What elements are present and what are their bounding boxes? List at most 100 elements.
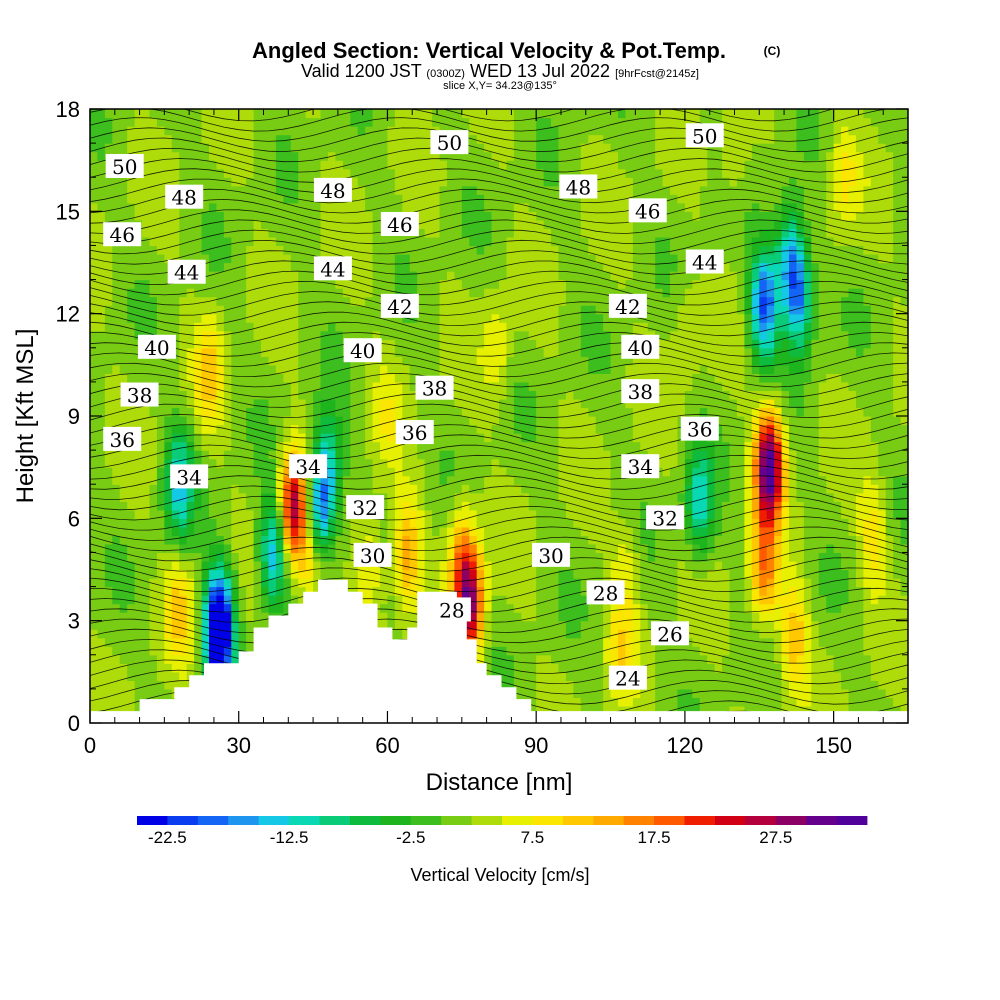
velocity-cell — [826, 381, 835, 392]
velocity-cell — [380, 612, 389, 622]
velocity-cell — [104, 705, 113, 716]
velocity-cell — [580, 416, 589, 426]
velocity-cell — [439, 364, 448, 374]
velocity-cell — [186, 552, 195, 562]
velocity-cell — [543, 697, 552, 707]
velocity-cell — [751, 518, 760, 528]
velocity-cell — [662, 612, 671, 622]
velocity-cell — [261, 398, 270, 409]
velocity-cell — [446, 467, 455, 477]
velocity-cell — [194, 560, 203, 571]
velocity-cell — [134, 356, 143, 366]
velocity-cell — [387, 578, 396, 588]
velocity-cell — [751, 407, 760, 417]
velocity-cell — [179, 356, 188, 366]
velocity-cell — [736, 441, 745, 451]
velocity-cell — [446, 398, 455, 409]
velocity-cell — [268, 330, 277, 340]
velocity-cell — [432, 416, 441, 426]
velocity-cell — [536, 424, 545, 434]
velocity-cell — [684, 612, 693, 622]
velocity-cell — [870, 637, 879, 647]
velocity-cell — [759, 347, 768, 357]
velocity-cell — [841, 450, 850, 460]
velocity-cell — [179, 603, 188, 613]
velocity-cell — [179, 330, 188, 340]
velocity-cell — [513, 560, 522, 571]
velocity-cell — [387, 450, 396, 460]
velocity-cell — [97, 603, 106, 613]
velocity-cell — [275, 543, 284, 554]
velocity-cell — [305, 424, 314, 434]
velocity-cell — [469, 373, 478, 383]
velocity-cell — [588, 509, 597, 519]
velocity-cell — [900, 637, 908, 647]
velocity-cell — [417, 501, 426, 511]
velocity-cell — [171, 356, 180, 366]
velocity-cell — [171, 441, 180, 451]
velocity-cell — [632, 441, 641, 451]
velocity-cell — [558, 390, 567, 400]
velocity-cell — [446, 364, 455, 374]
velocity-cell — [603, 654, 612, 664]
velocity-cell — [127, 347, 136, 357]
velocity-cell — [811, 526, 820, 536]
velocity-cell — [677, 688, 686, 699]
velocity-cell — [722, 569, 731, 579]
velocity-cell — [179, 424, 188, 434]
velocity-cell — [893, 518, 902, 528]
velocity-cell — [402, 441, 411, 451]
velocity-cell — [722, 629, 731, 639]
velocity-cell — [714, 492, 723, 502]
velocity-cell — [855, 569, 864, 579]
velocity-cell — [491, 501, 500, 511]
velocity-cell — [186, 364, 195, 374]
velocity-cell — [275, 339, 284, 349]
velocity-cell — [246, 484, 255, 494]
velocity-cell — [833, 424, 842, 434]
velocity-cell — [751, 671, 760, 681]
velocity-cell — [357, 424, 366, 434]
velocity-cell — [670, 398, 679, 409]
velocity-cell — [855, 629, 864, 639]
velocity-cell — [632, 424, 641, 434]
velocity-cell — [231, 390, 240, 400]
velocity-cell — [402, 330, 411, 340]
velocity-cell — [499, 629, 508, 639]
velocity-cell — [194, 501, 203, 511]
velocity-cell — [811, 654, 820, 664]
velocity-cell — [863, 433, 872, 443]
velocity-cell — [833, 578, 842, 588]
velocity-cell — [796, 612, 805, 622]
velocity-cell — [893, 492, 902, 502]
velocity-cell — [164, 518, 173, 528]
velocity-cell — [134, 509, 143, 519]
velocity-cell — [528, 416, 537, 426]
velocity-cell — [811, 475, 820, 485]
velocity-cell — [893, 603, 902, 613]
velocity-cell — [335, 526, 344, 536]
velocity-cell — [97, 612, 106, 622]
velocity-cell — [90, 603, 99, 613]
velocity-cell — [885, 467, 894, 477]
velocity-cell — [506, 680, 515, 690]
velocity-cell — [417, 364, 426, 374]
velocity-cell — [759, 620, 768, 630]
velocity-cell — [803, 364, 812, 374]
velocity-cell — [275, 450, 284, 460]
velocity-cell — [417, 578, 426, 588]
velocity-cell — [112, 347, 121, 357]
velocity-cell — [863, 646, 872, 656]
velocity-cell — [506, 492, 515, 502]
velocity-cell — [662, 680, 671, 690]
velocity-cell — [372, 467, 381, 477]
velocity-cell — [350, 373, 359, 383]
velocity-cell — [855, 390, 864, 400]
velocity-cell — [409, 339, 418, 349]
velocity-cell — [513, 364, 522, 374]
velocity-cell — [684, 467, 693, 477]
velocity-cell — [766, 501, 775, 511]
velocity-cell — [610, 612, 619, 622]
velocity-cell — [335, 560, 344, 571]
velocity-cell — [208, 433, 218, 443]
